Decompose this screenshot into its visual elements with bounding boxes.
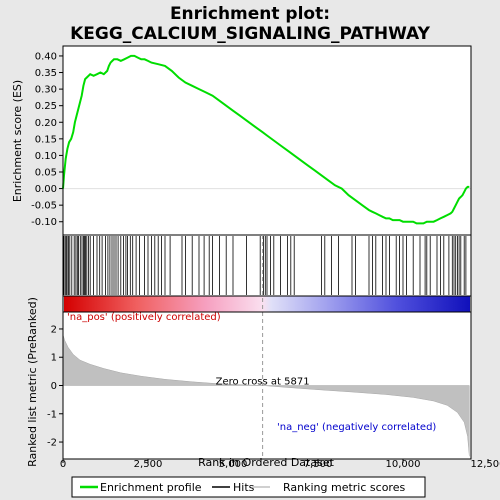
es-y-tick-label: 0.25 — [35, 101, 57, 112]
es-y-tick-label: 0.10 — [35, 151, 57, 162]
es-y-tick-label: 0.00 — [35, 184, 57, 195]
x-axis-ticks: 0 2,500 5,000 7,500 10,000 12,500 — [60, 459, 500, 470]
ranking-metric-area — [62, 334, 470, 457]
legend-hits-label: Hits — [233, 481, 255, 494]
x-tick-label: 10,000 — [386, 459, 421, 470]
metric-y-tick-label: -1 — [47, 409, 57, 420]
x-tick-label: 5,000 — [219, 459, 248, 470]
es-y-tick-label: 0.35 — [35, 68, 57, 79]
metric-y-tick-label: 2 — [51, 324, 57, 335]
x-tick-label: 12,500 — [471, 459, 500, 470]
metric-y-tick-label: -2 — [47, 438, 57, 449]
es-y-tick-label: 0.20 — [35, 118, 57, 129]
es-y-tick-label: -0.10 — [31, 217, 57, 228]
es-y-tick-label: 0.30 — [35, 85, 57, 96]
metric-y-axis-label: Ranked list metric (PreRanked) — [26, 297, 39, 467]
hits-markers — [63, 236, 467, 295]
metric-y-ticks: -2 -1 0 1 2 — [47, 324, 63, 449]
es-y-tick-label: -0.05 — [31, 201, 57, 212]
x-tick-label: 0 — [60, 459, 66, 470]
x-axis-label: Rank in Ordered Dataset — [198, 456, 335, 469]
metric-panel-frame — [62, 311, 472, 460]
x-tick-label: 7,500 — [304, 459, 333, 470]
negative-correlation-label: 'na_neg' (negatively correlated) — [277, 422, 436, 433]
es-y-tick-label: 0.40 — [35, 51, 57, 62]
es-y-axis-label: Enrichment score (ES) — [11, 80, 24, 202]
legend-enrichment-profile-label: Enrichment profile — [100, 481, 202, 494]
enrichment-profile-line — [62, 54, 470, 225]
es-panel-background — [63, 46, 471, 235]
es-y-tick-label: 0.05 — [35, 168, 57, 179]
positive-correlation-label: 'na_pos' (positively correlated) — [67, 312, 221, 323]
chart-title-line2: KEGG_CALCIUM_SIGNALING_PATHWAY — [70, 24, 431, 44]
chart-title-line1: Enrichment plot: — [170, 4, 330, 24]
metric-y-tick-label: 1 — [51, 353, 57, 364]
es-y-ticks: -0.10 -0.05 0.00 0.05 0.10 0.15 0.20 0.25 0.30 0.… — [31, 51, 63, 228]
legend-box — [71, 476, 426, 498]
ranking-color-band — [64, 296, 470, 312]
es-y-tick-label: 0.15 — [35, 134, 57, 145]
x-tick-label: 2,500 — [134, 459, 163, 470]
legend-ranking-metric-label: Ranking metric scores — [283, 481, 405, 494]
zero-cross-label: Zero cross at 5871 — [216, 377, 310, 388]
metric-y-tick-label: 0 — [51, 381, 57, 392]
